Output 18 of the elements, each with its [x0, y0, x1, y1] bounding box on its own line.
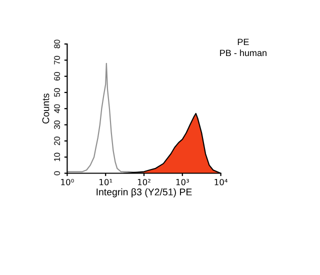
y-tick-label: 40 — [54, 104, 60, 114]
y-tick-label: 0 — [54, 171, 60, 176]
x-axis-title: Integrin β3 (Y2/51) PE — [96, 188, 192, 198]
y-tick-label: 70 — [54, 56, 60, 64]
x-tick-label: 10⁴ — [214, 178, 228, 186]
x-tick-label: 10² — [138, 178, 150, 186]
x-tick-label: 10¹ — [100, 178, 112, 186]
y-tick-label: 50 — [54, 88, 60, 97]
y-tick-label: 10 — [54, 152, 60, 162]
y-axis-title: Counts — [42, 94, 50, 124]
x-tick-label: 10³ — [176, 178, 189, 186]
y-tick-label: 30 — [54, 120, 60, 130]
y-tick-label: 60 — [54, 72, 60, 81]
y-tick-label: 80 — [54, 40, 60, 48]
y-tick-label: 20 — [54, 136, 60, 146]
annotation: PB - human — [220, 50, 266, 56]
text: PE — [238, 38, 249, 46]
x-tick-label: 10⁰ — [61, 178, 74, 186]
